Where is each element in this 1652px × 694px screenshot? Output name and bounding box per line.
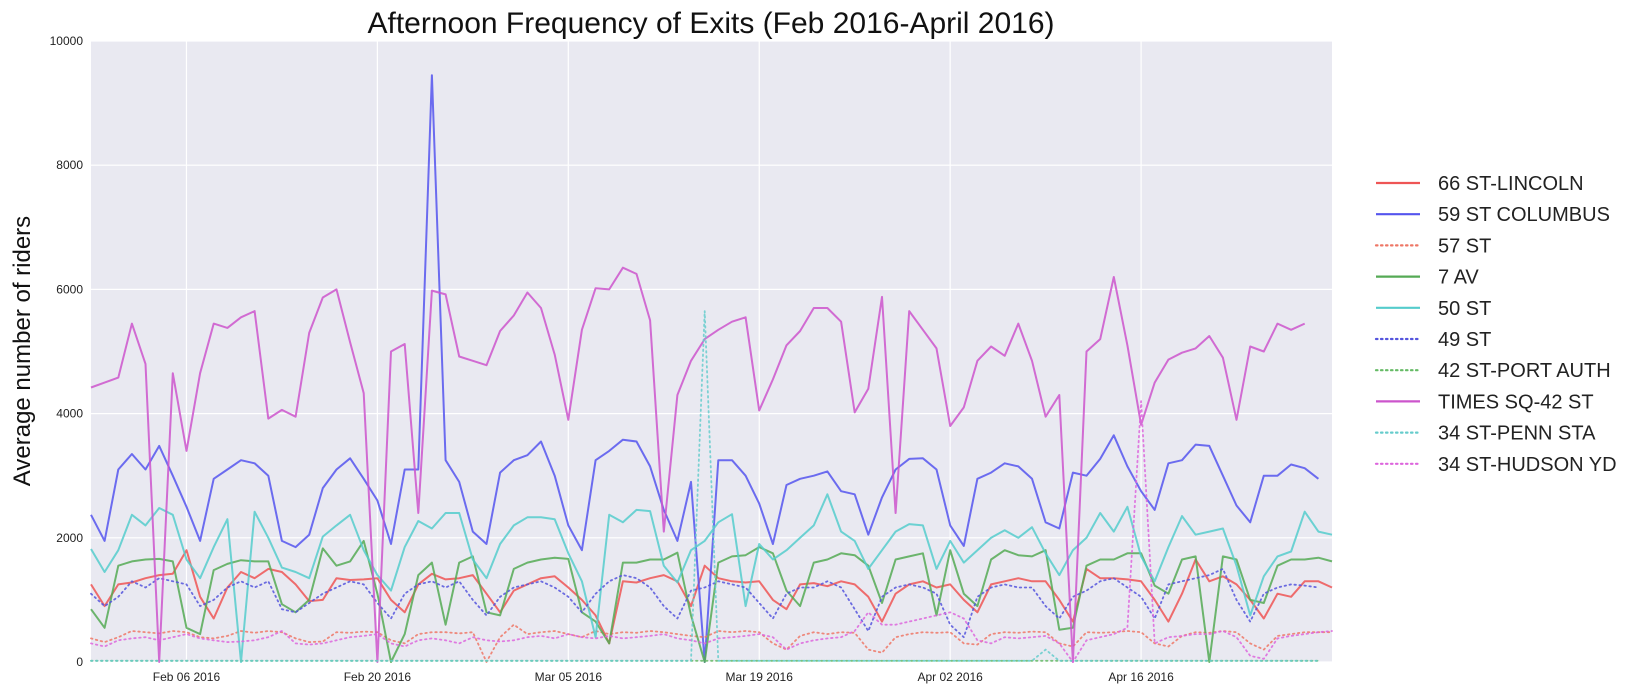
x-tick-label: Apr 02 2016	[917, 670, 983, 684]
x-tick-labels: Feb 06 2016 Feb 20 2016 Mar 05 2016 Mar 19 …	[153, 670, 1174, 684]
legend-label: 34 ST-PENN STA	[1438, 423, 1596, 445]
y-tick-label: 4000	[56, 407, 83, 421]
legend-label: 50 ST	[1438, 298, 1491, 320]
x-tick-label: Mar 19 2016	[726, 670, 794, 684]
legend-label: 42 ST-PORT AUTH	[1438, 360, 1611, 382]
x-tick-label: Apr 16 2016	[1108, 670, 1174, 684]
x-tick-label: Feb 20 2016	[344, 670, 412, 684]
chart-title: Afternoon Frequency of Exits (Feb 2016-A…	[367, 7, 1054, 40]
legend-label: 66 ST-LINCOLN	[1438, 173, 1584, 195]
series-line-5	[90, 568, 1320, 639]
vertical-gridlines	[185, 41, 1142, 662]
legend: 66 ST-LINCOLN 59 ST COLUMBUS 57 ST 7 AV 50 S…	[1374, 173, 1617, 476]
legend-label: 34 ST-HUDSON YD	[1438, 454, 1617, 476]
series-lines	[90, 74, 1333, 663]
series-line-4	[90, 493, 1333, 663]
legend-label: TIMES SQ-42 ST	[1438, 391, 1594, 413]
legend-label: 59 ST COLUMBUS	[1438, 204, 1610, 226]
series-line-7	[90, 266, 1306, 663]
y-tick-label: 8000	[56, 158, 83, 172]
legend-label: 57 ST	[1438, 235, 1491, 257]
y-tick-label: 6000	[56, 282, 83, 296]
y-tick-label: 2000	[56, 531, 83, 545]
y-tick-label: 0	[76, 655, 83, 669]
x-tick-label: Feb 06 2016	[153, 670, 221, 684]
y-tick-label: 10000	[50, 34, 84, 48]
series-line-2	[90, 623, 1333, 663]
horizontal-gridlines	[91, 40, 1332, 663]
series-line-8	[90, 310, 1320, 662]
legend-label: 7 AV	[1438, 267, 1479, 289]
legend-label: 49 ST	[1438, 329, 1491, 351]
series-line-9	[90, 400, 1333, 663]
x-tick-label: Mar 05 2016	[535, 670, 603, 684]
y-tick-labels: 0 2000 4000 6000 8000 10000	[50, 34, 84, 669]
y-axis-label: Average number of riders	[9, 216, 36, 486]
